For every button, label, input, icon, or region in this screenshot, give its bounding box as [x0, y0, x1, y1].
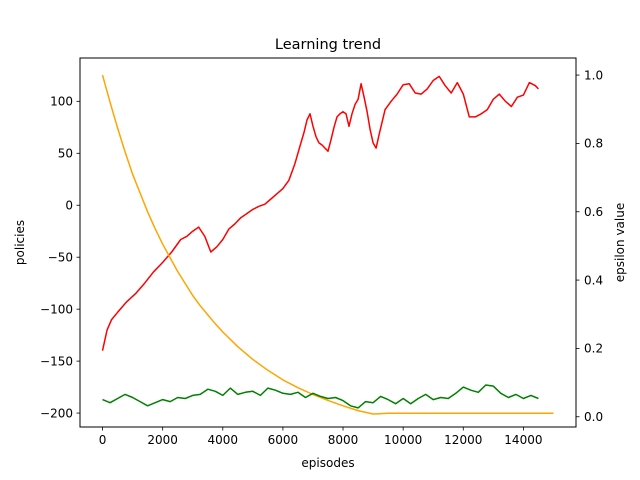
y-tick-label: −50 [48, 251, 73, 265]
y2-tick-label: 0.6 [584, 205, 603, 219]
x-tick-label: 2000 [147, 433, 178, 447]
y-tick-label: −200 [40, 406, 73, 420]
x-tick-label: 4000 [208, 433, 239, 447]
series-line-3 [102, 384, 539, 409]
y-tick-label: 50 [58, 147, 73, 161]
x-tick-label: 14000 [504, 433, 542, 447]
x-tick-label: 8000 [328, 433, 359, 447]
y-tick-label: −150 [40, 354, 73, 368]
x-tick-label: 10000 [384, 433, 422, 447]
y-axis-right-ticks: 0.0 0.2 0.4 0.6 0.8 1.0 [576, 68, 603, 424]
y-axis-right-label: epsilon value [613, 203, 627, 282]
series-layer [101, 74, 554, 415]
chart-title: Learning trend [275, 37, 381, 53]
y2-tick-label: 1.0 [584, 68, 603, 82]
y2-tick-label: 0.8 [584, 137, 603, 151]
y-tick-label: −100 [40, 302, 73, 316]
x-tick-label: 12000 [444, 433, 482, 447]
x-tick-label: 6000 [268, 433, 299, 447]
y-tick-label: 0 [65, 199, 73, 213]
x-axis-label: episodes [301, 456, 354, 470]
y2-tick-label: 0.0 [584, 410, 603, 424]
y-axis-left-ticks: −200 −150 −100 −50 0 50 100 [40, 95, 80, 420]
plot-frame [79, 57, 577, 428]
y2-tick-label: 0.2 [584, 342, 603, 356]
x-axis-ticks: 0 2000 4000 6000 8000 10000 12000 14000 [99, 427, 542, 447]
y-axis-left-label: policies [13, 220, 27, 265]
series-line-2 [101, 74, 554, 415]
series-line-1 [101, 75, 539, 351]
y-tick-label: 100 [50, 95, 73, 109]
x-tick-label: 0 [99, 433, 107, 447]
y2-tick-label: 0.4 [584, 273, 603, 287]
